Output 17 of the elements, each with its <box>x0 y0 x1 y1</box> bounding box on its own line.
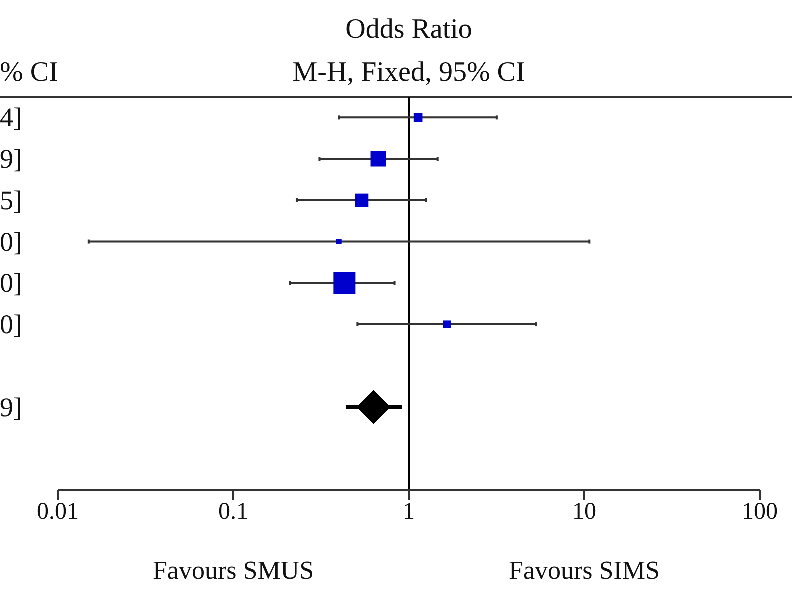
chart-title: Odds Ratio <box>344 14 474 46</box>
text: Favours SMUS <box>152 556 316 586</box>
text: Favours SIMS <box>508 556 661 586</box>
y-tick-label: 9] <box>0 392 22 422</box>
x-tick-label: 0.1 <box>218 499 248 526</box>
x-tick-label: 10 <box>572 499 596 526</box>
y-tick-label: 9] <box>0 144 22 174</box>
y-tick-label: 0] <box>0 268 22 298</box>
x-tick-label: 100 <box>742 499 778 526</box>
text: % CI <box>0 57 58 89</box>
y-tick-label: 5] <box>0 185 22 216</box>
y-tick-label: 4] <box>0 102 22 133</box>
x-tick-label: 1 <box>403 499 415 526</box>
chart-subtitle: M-H, Fixed, 95% CI <box>292 57 526 89</box>
x-tick-label: 0.01 <box>37 499 79 526</box>
y-tick-label: 0] <box>0 226 22 257</box>
y-tick-label: 0] <box>0 310 22 340</box>
